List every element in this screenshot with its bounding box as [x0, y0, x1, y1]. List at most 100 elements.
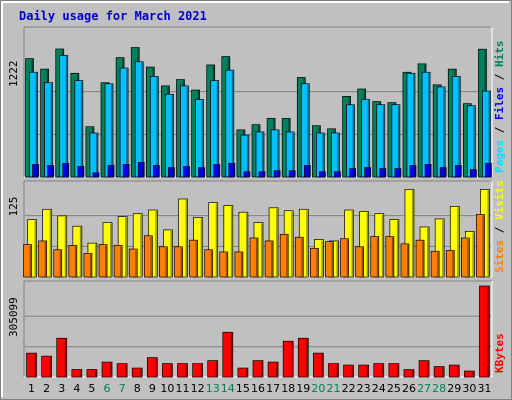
files-bar: [391, 104, 401, 178]
sites-bar-shade: [74, 246, 77, 277]
sites-bar: [53, 249, 63, 278]
pages-bar-fill: [168, 167, 175, 178]
pages-bar-fill: [379, 168, 387, 178]
pages-bar-fill: [47, 165, 54, 178]
x-tick-label: 12: [191, 382, 205, 395]
pages-bar: [273, 170, 281, 178]
pages-bar-fill: [77, 166, 85, 178]
visits-bar-shade: [155, 211, 157, 277]
x-tick-label: 21: [326, 382, 340, 395]
pages-bar-fill: [62, 163, 70, 178]
x-tick-label: 2: [43, 382, 50, 395]
visits-bar: [57, 215, 68, 278]
files-bar: [165, 93, 174, 178]
files-bar-shade: [80, 81, 83, 177]
sites-bar-fill: [128, 248, 138, 278]
kbytes-bar: [328, 363, 339, 378]
kbytes-bar: [282, 340, 294, 378]
kbytes-bar-shade: [396, 364, 399, 377]
kbytes-bar: [86, 369, 98, 378]
kbytes-bar: [101, 361, 113, 378]
pages-bar: [152, 165, 160, 178]
sites-bar: [415, 239, 425, 278]
kbytes-bar: [162, 363, 173, 378]
visits-bar-shade: [79, 227, 82, 277]
kbytes-bar: [267, 361, 279, 378]
files-bar: [225, 69, 235, 178]
pages-bar-shade: [413, 166, 416, 177]
sites-bar-fill: [249, 237, 259, 278]
files-bar: [316, 132, 325, 178]
x-tick-label: 9: [149, 382, 156, 395]
pages-bar-shade: [383, 169, 386, 177]
pages-bar-fill: [122, 164, 130, 178]
files-bar-shade: [171, 95, 173, 177]
pages-bar: [470, 169, 477, 178]
kbytes-bar-fill: [71, 369, 83, 378]
visits-bar: [132, 213, 143, 278]
pages-bar: [454, 165, 462, 178]
kbytes-bar: [343, 364, 354, 378]
kbytes-bar-shade: [110, 363, 112, 377]
kbytes-bar-fill: [282, 340, 294, 378]
pages-bar: [394, 168, 402, 178]
sites-bar-fill: [189, 239, 198, 278]
pages-bar: [213, 164, 221, 178]
pages-bar-shade: [278, 171, 280, 177]
x-tick-label: 5: [88, 382, 95, 395]
sites-bar-shade: [256, 238, 258, 277]
kbytes-bar: [116, 363, 128, 378]
sites-bar: [23, 244, 32, 278]
kbytes-bar-fill: [237, 367, 249, 378]
kbytes-bar-fill: [343, 364, 354, 378]
pages-bar: [349, 168, 356, 178]
sites-bar-shade: [44, 241, 47, 277]
files-bar-shade: [397, 105, 400, 177]
files-bar: [255, 131, 265, 178]
kbytes-bar-fill: [403, 369, 415, 378]
sites-bar-fill: [415, 239, 425, 278]
legend-item-sep: /: [493, 126, 506, 140]
sites-bar-shade: [59, 250, 62, 277]
files-bar-shade: [216, 81, 219, 177]
sites-bar: [400, 243, 410, 278]
pages-bar: [288, 170, 296, 178]
kbytes-bar-fill: [252, 360, 264, 378]
pages-bar-shade: [127, 165, 129, 177]
kbytes-bar: [41, 355, 52, 378]
sites-bar: [83, 253, 93, 278]
kbytes-bar: [388, 363, 400, 378]
sites-bar: [204, 249, 214, 278]
sites-bar-shade: [180, 247, 183, 277]
sites-bar-fill: [38, 240, 47, 278]
pages-bar-shade: [263, 172, 265, 177]
sites-bar-fill: [445, 250, 455, 278]
kbytes-bar-shade: [321, 354, 323, 377]
x-tick-label: 10: [160, 382, 174, 395]
pages-bar-shade: [232, 164, 235, 177]
sites-bar-fill: [53, 249, 63, 278]
pages-bar-fill: [439, 167, 447, 178]
pages-bar-fill: [334, 171, 341, 178]
sites-bar-fill: [294, 236, 304, 278]
sites-bar-shade: [29, 245, 32, 277]
y-max-label-visits_sites: 125: [7, 197, 20, 217]
pages-bar: [243, 171, 251, 178]
pages-bar: [424, 164, 432, 178]
kbytes-bar: [207, 360, 219, 378]
kbytes-bar-fill: [192, 363, 203, 378]
sites-bar-shade: [422, 241, 424, 277]
kbytes-bar: [192, 363, 203, 378]
kbytes-bar: [222, 331, 234, 378]
kbytes-bar-fill: [222, 331, 234, 378]
kbytes-bar-shade: [170, 364, 172, 377]
kbytes-bar-fill: [41, 355, 52, 378]
files-bar-shade: [473, 106, 475, 177]
kbytes-bar: [433, 366, 445, 378]
files-bar: [134, 61, 144, 178]
pages-bar-shade: [202, 168, 205, 177]
visits-bar: [178, 198, 188, 278]
visits-bar-shade: [472, 232, 474, 277]
sites-bar-shade: [210, 250, 213, 277]
files-bar: [240, 134, 250, 178]
